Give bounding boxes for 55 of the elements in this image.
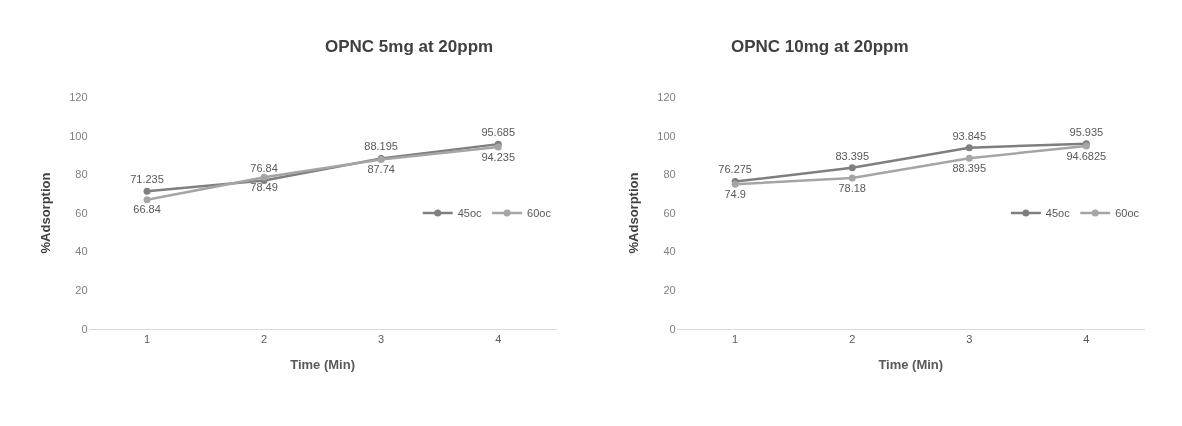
y-tick-label: 80 <box>75 168 88 181</box>
x-tick-label: 3 <box>966 333 973 345</box>
data-label: 94.6825 <box>1066 149 1107 162</box>
y-tick-label: 100 <box>69 129 88 142</box>
x-axis-title: Time (Min) <box>878 356 944 372</box>
legend-label: 60oc <box>527 207 552 220</box>
y-axis-title: %Adsorption <box>626 172 642 254</box>
y-tick-label: 80 <box>663 168 676 181</box>
point <box>260 173 268 181</box>
point <box>965 154 973 162</box>
data-label: 88.395 <box>952 161 987 174</box>
x-tick-label: 4 <box>495 333 502 345</box>
y-tick-label: 120 <box>69 91 88 104</box>
data-label: 76.84 <box>250 162 278 175</box>
data-label: 76.275 <box>718 163 753 176</box>
data-label: 83.395 <box>835 149 870 162</box>
data-label: 88.195 <box>364 140 398 153</box>
point <box>848 174 856 182</box>
x-tick-label: 4 <box>1083 333 1090 345</box>
y-tick-label: 60 <box>75 206 88 219</box>
point <box>848 164 856 172</box>
point <box>965 144 973 152</box>
data-label: 95.935 <box>1069 125 1104 138</box>
x-tick-label: 2 <box>261 333 268 345</box>
data-label: 93.845 <box>952 129 987 142</box>
data-label: 87.74 <box>367 163 395 176</box>
data-label: 74.9 <box>724 187 746 200</box>
data-label: 78.49 <box>250 180 278 193</box>
y-tick-label: 100 <box>657 129 676 142</box>
y-tick-label: 60 <box>663 206 676 219</box>
data-label: 66.84 <box>133 203 161 216</box>
legend-label: 45oc <box>1045 207 1071 220</box>
legend-label: 60oc <box>1115 207 1140 220</box>
y-tick-label: 0 <box>669 322 676 335</box>
point <box>143 187 151 195</box>
chart-title: OPNC 5mg at 20ppm <box>325 37 494 56</box>
data-label: 78.18 <box>838 181 866 194</box>
y-tick-label: 20 <box>75 284 88 297</box>
y-tick-label: 120 <box>657 91 676 104</box>
legend-label: 45oc <box>457 207 483 220</box>
x-tick-label: 1 <box>143 333 151 345</box>
y-tick-label: 0 <box>81 322 88 335</box>
x-tick-label: 2 <box>849 333 856 345</box>
x-axis-title: Time (Min) <box>290 356 356 372</box>
y-axis-title: %Adsorption <box>38 172 54 254</box>
point <box>143 196 151 204</box>
x-tick-label: 1 <box>732 333 739 345</box>
chart-title: OPNC 10mg at 20ppm <box>731 37 909 56</box>
data-label: 71.235 <box>130 173 164 186</box>
data-label: 94.235 <box>481 150 516 163</box>
y-tick-label: 20 <box>663 284 676 297</box>
data-label: 95.685 <box>481 126 516 139</box>
x-tick-label: 3 <box>378 333 385 345</box>
y-tick-label: 40 <box>75 245 88 258</box>
y-tick-label: 40 <box>663 245 676 258</box>
